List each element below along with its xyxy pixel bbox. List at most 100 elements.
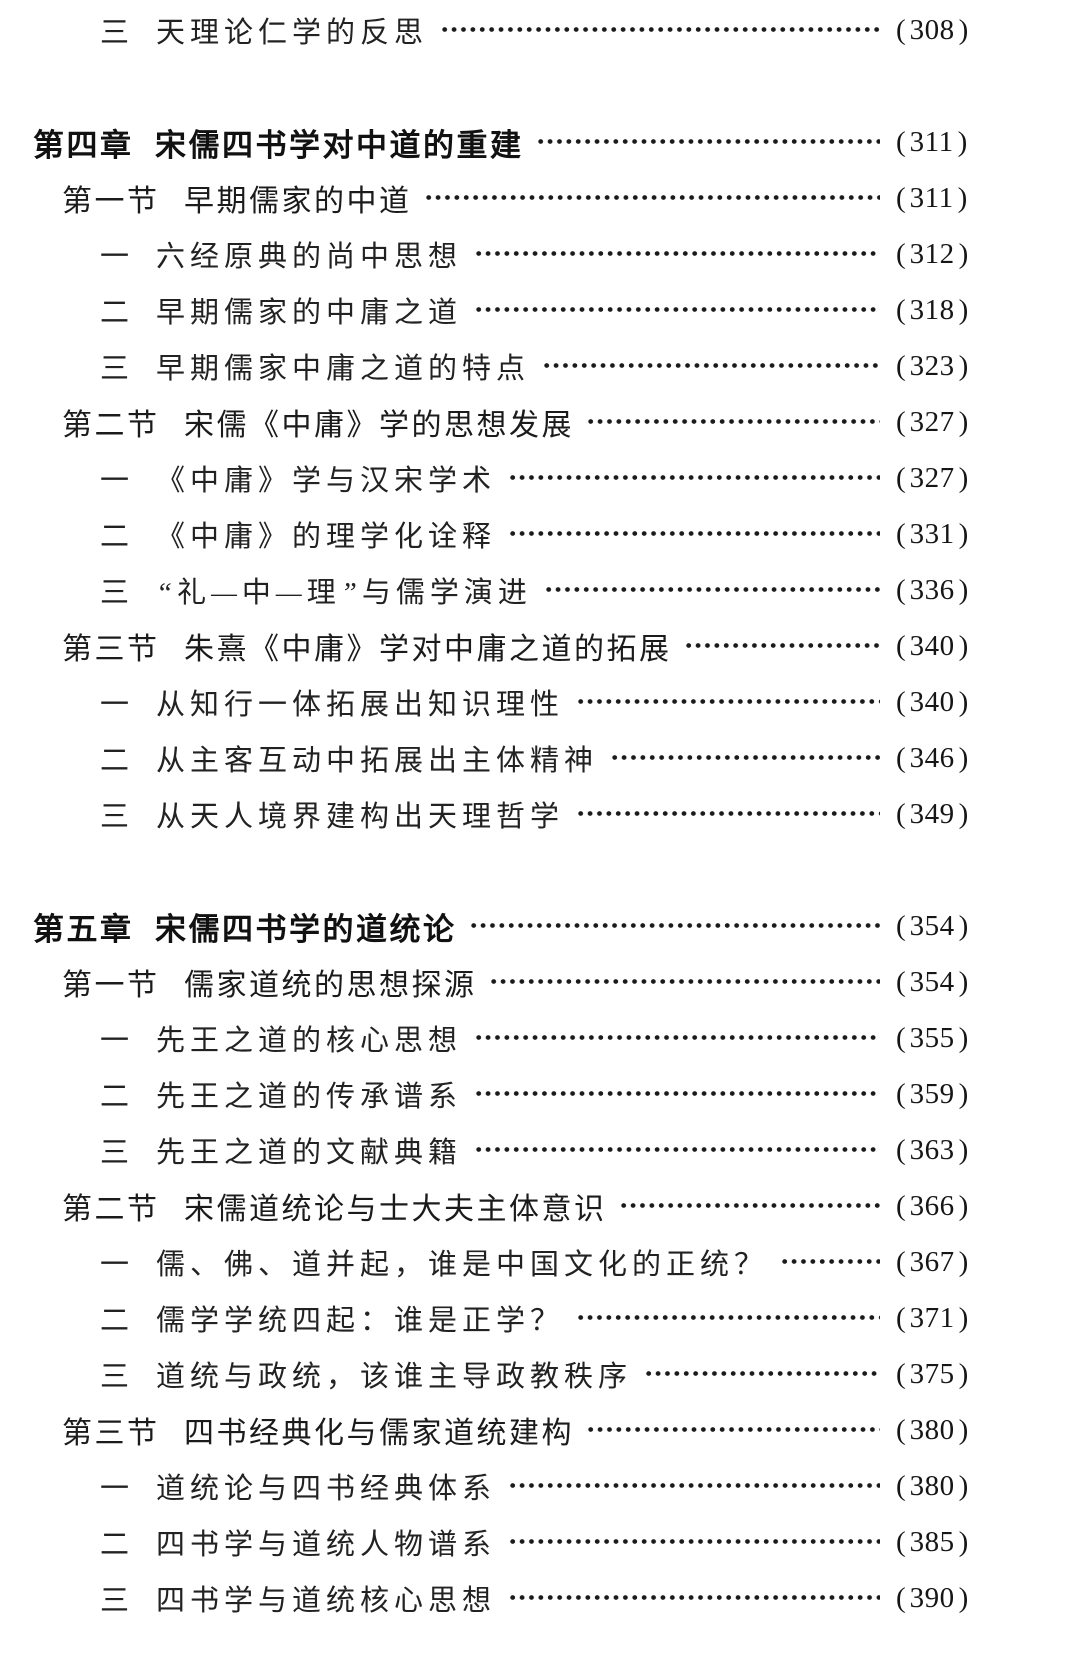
paren-close: ) (958, 965, 969, 998)
dot-leader-icon (508, 1458, 880, 1514)
toc-spacer (0, 842, 976, 898)
dot-leader-icon (644, 1346, 880, 1402)
dot-leader-icon (508, 450, 880, 506)
toc-entry-page: ( 311 ) (880, 182, 976, 215)
toc-entry-page: ( 340 ) (880, 630, 976, 663)
toc-entry-number: 第三节 (62, 633, 160, 666)
toc-entry-chapter: 第四章 宋儒四书学对中道的重建 ( 311 ) (0, 114, 976, 170)
toc-entry-title: 《中庸》学与汉宋学术 (156, 465, 497, 497)
page-number: 390 (909, 1581, 955, 1614)
paren-open: ( (896, 1189, 906, 1222)
paren-open: ( (896, 1245, 906, 1278)
toc-entry-number: 三 (100, 1137, 135, 1169)
dot-leader-icon (610, 730, 880, 786)
paren-open: ( (896, 573, 906, 606)
page-number: 340 (909, 629, 955, 662)
page-number: 375 (909, 1357, 955, 1390)
dot-leader-icon (535, 114, 880, 170)
toc-entry-title: 四书经典化与儒家道统建构 (184, 1417, 574, 1450)
page-number: 349 (909, 797, 955, 830)
toc-entry-number: 一 (100, 465, 135, 497)
paren-open: ( (896, 237, 906, 270)
paren-open: ( (896, 125, 906, 158)
dot-leader-icon (576, 674, 880, 730)
toc-entry-title: 天理论仁学的反思 (156, 17, 429, 49)
paren-open: ( (896, 1133, 906, 1166)
paren-open: ( (896, 1021, 906, 1054)
paren-close: ) (958, 741, 969, 774)
toc-entry-number: 一 (100, 1473, 135, 1505)
paren-close: ) (958, 293, 969, 326)
paren-open: ( (896, 517, 906, 550)
toc-entry-title: 宋儒《中庸》学的思想发展 (184, 409, 574, 442)
paren-open: ( (896, 1413, 906, 1446)
paren-open: ( (896, 461, 906, 494)
paren-close: ) (958, 405, 969, 438)
toc-entry-number: 第二节 (62, 1193, 160, 1226)
toc-entry-number: 三 (100, 801, 135, 833)
toc-entry-page: ( 349 ) (880, 798, 976, 831)
page-number: 312 (909, 237, 955, 270)
page-number: 323 (909, 349, 955, 382)
toc-entry-title: 从天人境界建构出天理哲学 (156, 801, 565, 833)
toc-entry-number: 第四章 (33, 127, 134, 163)
paren-close: ) (958, 517, 969, 550)
toc-entry-title: 宋儒四书学的道统论 (155, 911, 457, 947)
toc-entry-number: 第一节 (62, 969, 160, 1002)
dot-leader-icon (683, 618, 880, 674)
toc-entry-page: ( 380 ) (880, 1414, 976, 1447)
toc-entry-title: 儒家道统的思想探源 (184, 969, 477, 1002)
toc-entry-sub: 二 从主客互动中拓展出主体精神 ( 346 ) (0, 730, 976, 786)
toc-entry-sub: 一 道统论与四书经典体系 ( 380 ) (0, 1458, 976, 1514)
paren-close: ) (958, 237, 969, 270)
toc-entry-page: ( 363 ) (880, 1134, 976, 1167)
dot-leader-icon (474, 1010, 880, 1066)
toc-entry-number: 二 (100, 297, 135, 329)
toc-entry-page: ( 311 ) (880, 126, 976, 159)
dot-leader-icon (474, 282, 880, 338)
page-number: 367 (909, 1245, 955, 1278)
toc-entry-page: ( 331 ) (880, 518, 976, 551)
paren-open: ( (896, 349, 906, 382)
toc-entry-number: 二 (100, 521, 135, 553)
toc-entry-title: 从主客互动中拓展出主体精神 (156, 745, 599, 777)
paren-close: ) (958, 1469, 969, 1502)
page-number: 311 (909, 181, 954, 214)
toc-entry-title: 早期儒家中庸之道的特点 (156, 353, 531, 385)
page-number: 340 (909, 685, 955, 718)
paren-close: ) (958, 1581, 969, 1614)
toc-entry-page: ( 366 ) (880, 1190, 976, 1223)
paren-open: ( (896, 741, 906, 774)
toc-entry-sub: 二 儒学学统四起：谁是正学？ ( 371 ) (0, 1290, 976, 1346)
paren-open: ( (896, 965, 906, 998)
toc-entry-section: 第二节 宋儒道统论与士大夫主体意识 ( 366 ) (0, 1178, 976, 1234)
dot-leader-icon (508, 506, 880, 562)
toc-list: 三 天理论仁学的反思 ( 308 ) 第四章 宋儒四书学对中道的重建 ( 311… (0, 2, 976, 1626)
toc-entry-title: 朱熹《中庸》学对中庸之道的拓展 (184, 633, 672, 666)
toc-entry-title: 宋儒道统论与士大夫主体意识 (184, 1193, 607, 1226)
toc-entry-page: ( 340 ) (880, 686, 976, 719)
paren-open: ( (896, 1525, 906, 1558)
toc-entry-page: ( 385 ) (880, 1526, 976, 1559)
dot-leader-icon (474, 1122, 880, 1178)
toc-entry-page: ( 359 ) (880, 1078, 976, 1111)
toc-entry-sub: 二 先王之道的传承谱系 ( 359 ) (0, 1066, 976, 1122)
toc-spacer (0, 58, 976, 114)
dot-leader-icon (586, 1402, 880, 1458)
toc-entry-number: 一 (100, 689, 135, 721)
paren-close: ) (958, 1245, 969, 1278)
paren-close: ) (958, 1357, 969, 1390)
toc-entry-page: ( 318 ) (880, 294, 976, 327)
toc-entry-sub: 二 四书学与道统人物谱系 ( 385 ) (0, 1514, 976, 1570)
toc-entry-title: 道统与政统，该谁主导政教秩序 (156, 1361, 633, 1393)
toc-entry-page: ( 380 ) (880, 1470, 976, 1503)
toc-entry-title: 先王之道的核心思想 (156, 1025, 463, 1057)
dot-leader-icon (488, 954, 880, 1010)
paren-open: ( (896, 293, 906, 326)
toc-entry-page: ( 327 ) (880, 406, 976, 439)
dot-leader-icon (508, 1570, 880, 1626)
paren-close: ) (958, 685, 969, 718)
toc-entry-chapter: 第五章 宋儒四书学的道统论 ( 354 ) (0, 898, 976, 954)
toc-entry-page: ( 367 ) (880, 1246, 976, 1279)
